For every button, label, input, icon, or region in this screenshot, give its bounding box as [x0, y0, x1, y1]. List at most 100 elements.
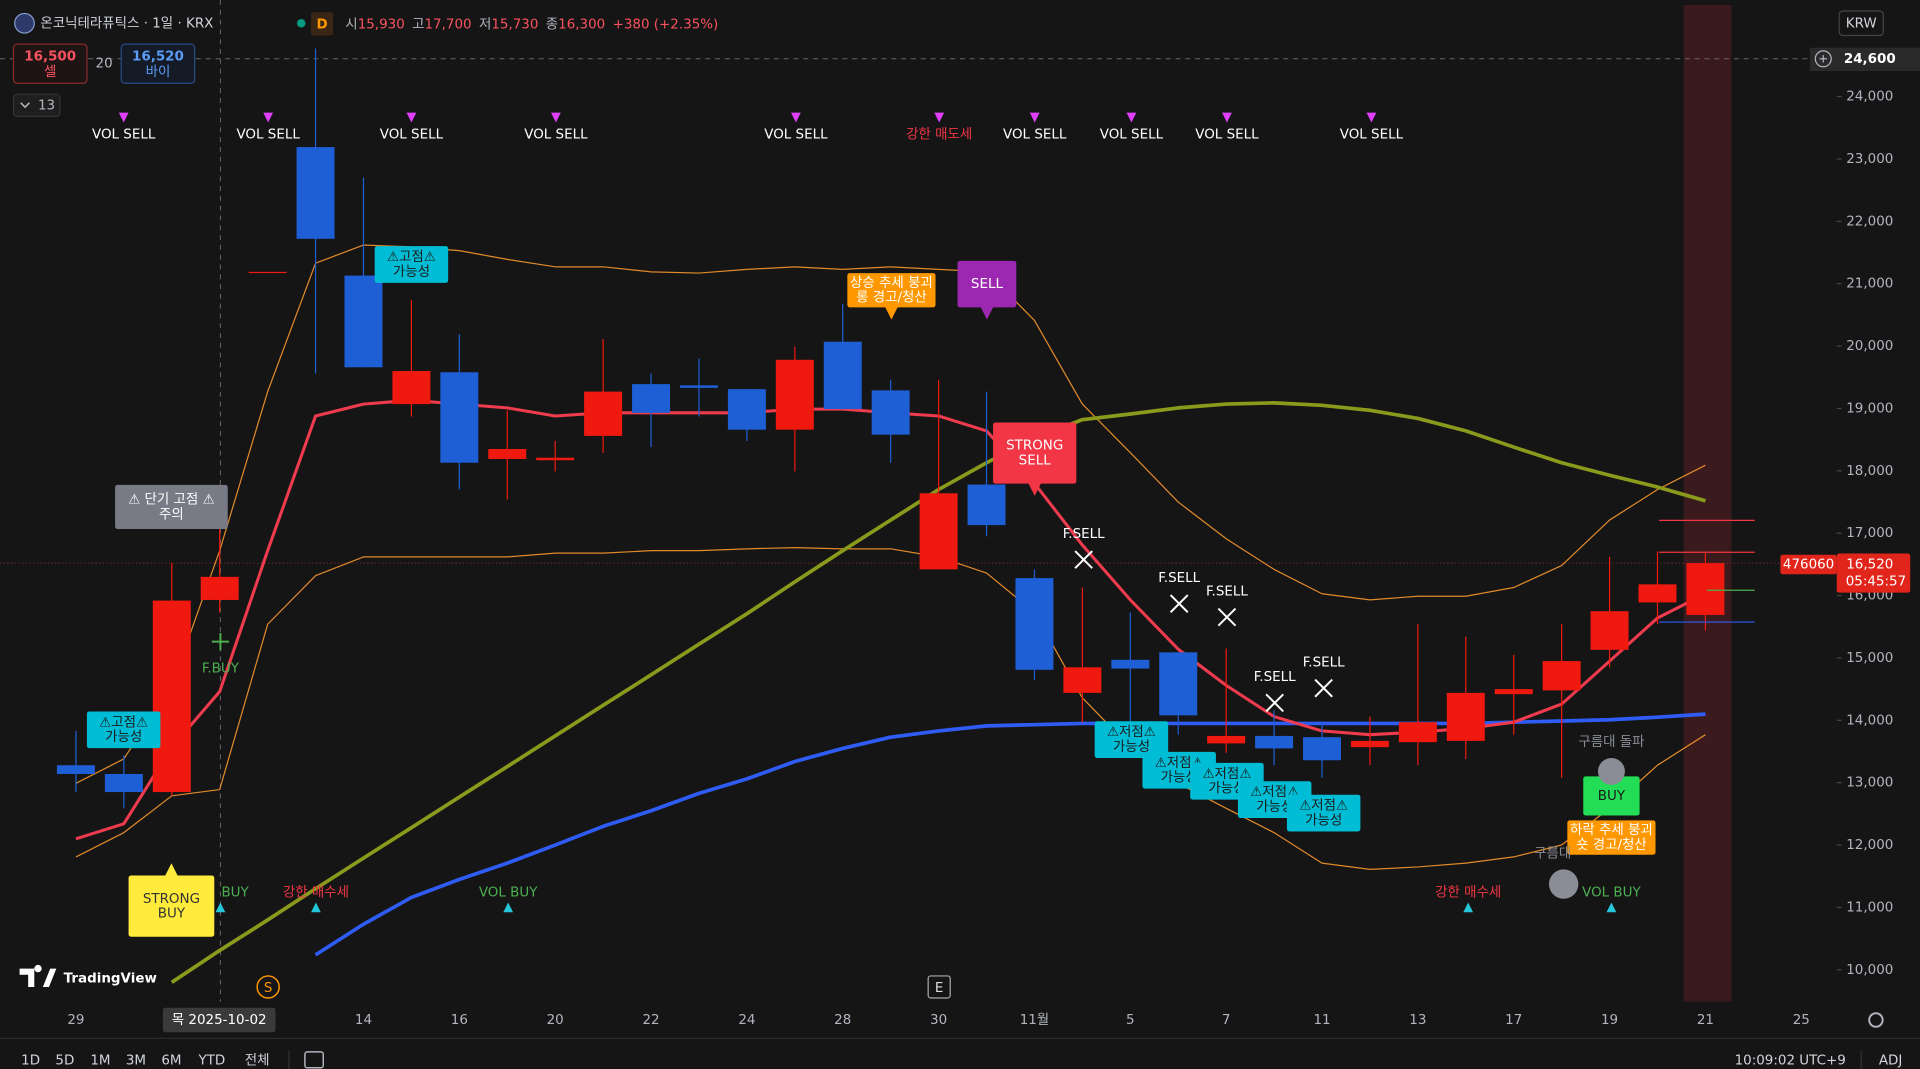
signal-label: 주의	[159, 506, 184, 522]
signal-label: ⚠저점⚠	[1250, 784, 1299, 800]
sell-button[interactable]	[12, 43, 88, 84]
signal-label: VOL SELL	[1100, 128, 1164, 143]
signal-triangle	[1606, 902, 1617, 913]
y-tick-label: 13,000	[1846, 776, 1893, 791]
order-quantity: 20	[96, 57, 113, 72]
range-button[interactable]: 전체	[245, 1052, 270, 1068]
calendar-icon[interactable]	[304, 1051, 324, 1069]
signal-label: STRONG	[1006, 439, 1063, 454]
candle-body	[967, 484, 1006, 526]
signal-label: 가능성	[1113, 739, 1150, 755]
candle-body	[584, 391, 623, 436]
ohlc-value: 15,930	[358, 18, 405, 33]
signal-label: S	[264, 981, 273, 996]
candle-body	[775, 359, 814, 430]
range-button[interactable]: 3M	[126, 1053, 146, 1068]
signal-label: 가능성	[1208, 781, 1245, 797]
x-tick-label: 16	[451, 1013, 468, 1028]
x-tick-label: 13	[1409, 1013, 1426, 1028]
signal-triangle	[551, 112, 561, 123]
signal-box	[1567, 820, 1656, 855]
signal-label: VOL SELL	[92, 128, 156, 143]
signal-label: ⚠고점⚠	[387, 249, 436, 265]
x-tick-label: 11월	[1020, 1012, 1050, 1028]
x-tick-label: 14	[355, 1013, 372, 1028]
candle-body	[823, 341, 862, 410]
candle-body	[727, 389, 766, 430]
signal-label: 구름대 돌파	[1578, 734, 1645, 750]
signal-label: 롱 경고/청산	[856, 290, 927, 306]
y-tick-label: 22,000	[1846, 214, 1893, 229]
x-tick-label: 21	[1697, 1013, 1714, 1028]
signal-triangle	[118, 112, 129, 123]
candle-body	[1542, 661, 1581, 691]
x-tick-label: 5	[1126, 1013, 1135, 1028]
x-tick-label: 7	[1222, 1013, 1231, 1028]
price-tag-countdown: 05:45:57	[1846, 575, 1906, 590]
signal-box	[115, 484, 228, 529]
candle-body	[152, 600, 191, 793]
y-tick-label: 24,000	[1846, 90, 1893, 105]
range-button[interactable]: YTD	[197, 1053, 225, 1068]
earnings-marker	[927, 975, 951, 999]
sell-price: 16,500	[24, 49, 76, 64]
candle-body	[1303, 737, 1341, 761]
range-button[interactable]: 1D	[21, 1053, 40, 1068]
signal-triangle	[1029, 112, 1040, 123]
signal-label: 숏 경고/청산	[1576, 837, 1647, 853]
y-tick-label: 15,000	[1846, 651, 1893, 666]
signal-label: 가능성	[1256, 799, 1293, 815]
symbol-icon	[14, 12, 35, 34]
signal-label: STRONG	[143, 892, 200, 907]
x-tick-label: 22	[642, 1013, 659, 1028]
signal-triangle	[978, 302, 996, 320]
indicator-line	[75, 244, 1706, 784]
signal-label: 가능성	[1305, 812, 1342, 828]
signal-triangle	[263, 112, 274, 123]
x-tick-label: 28	[834, 1013, 851, 1028]
candle-body	[871, 390, 910, 435]
buy-button[interactable]	[120, 43, 196, 84]
y-tick-label: 19,000	[1846, 401, 1893, 416]
adj-toggle[interactable]: ADJ	[1879, 1053, 1903, 1068]
range-button[interactable]: 6M	[161, 1053, 181, 1068]
signal-label: VOL SELL	[380, 128, 444, 143]
candle-body	[632, 384, 671, 413]
ohlc-value: 16,300	[558, 18, 605, 33]
signal-label: 강한 매수세	[1435, 885, 1501, 901]
signal-label: VOL SELL	[236, 128, 300, 143]
signal-label: 구름대	[1534, 845, 1571, 861]
logo-mark	[19, 964, 57, 987]
indicator-toggle[interactable]	[12, 93, 61, 117]
y-tick-label: 17,000	[1846, 526, 1893, 541]
signal-box	[1286, 794, 1361, 832]
currency-box[interactable]	[1838, 10, 1884, 37]
y-tick-label: 10,000	[1846, 963, 1893, 978]
signal-label: 가능성	[1161, 770, 1198, 786]
candle-body	[1686, 563, 1725, 615]
candle-body	[1015, 578, 1054, 670]
clock: 10:09:02 UTC+9	[1735, 1053, 1846, 1068]
signal-label: BUY	[1598, 789, 1626, 804]
add-alert-icon[interactable]	[1814, 50, 1832, 68]
current-session-band	[1683, 4, 1732, 1002]
candle-body	[1398, 722, 1437, 743]
ohlc-label: 시	[345, 18, 357, 33]
signal-triangle	[934, 112, 945, 123]
buy-label: 바이	[146, 64, 171, 80]
cloud-marker	[1548, 869, 1579, 899]
signal-triangle	[882, 302, 900, 320]
candle-body	[104, 773, 143, 793]
signal-label: VOL SELL	[1340, 128, 1404, 143]
range-button[interactable]: 5D	[55, 1053, 74, 1068]
signal-label: ⚠저점⚠	[1203, 766, 1252, 782]
signal-box	[847, 273, 936, 308]
signal-label: BUY	[221, 886, 249, 901]
y-tick-label: 18,000	[1846, 464, 1893, 479]
range-button[interactable]: 1M	[90, 1053, 110, 1068]
signal-triangle	[162, 863, 180, 881]
signal-label: ⚠저점⚠	[1107, 724, 1156, 740]
settings-icon[interactable]	[1868, 1012, 1884, 1028]
signal-label: SELL	[971, 277, 1004, 292]
